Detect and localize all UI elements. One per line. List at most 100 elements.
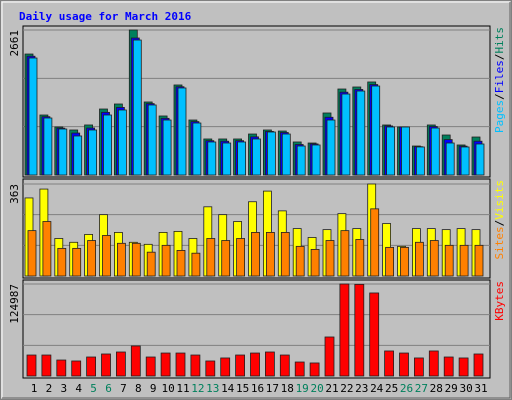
- bar: [26, 354, 37, 377]
- bar: [160, 352, 171, 377]
- bar: [354, 283, 365, 377]
- legend-entry: Visits: [493, 180, 506, 220]
- bar: [280, 232, 290, 277]
- bar: [459, 244, 469, 277]
- x-tick-label: 5: [90, 382, 97, 395]
- bar: [430, 127, 440, 176]
- x-tick-label: 15: [236, 382, 249, 395]
- x-tick-label: 11: [176, 382, 189, 395]
- x-tick-label: 10: [161, 382, 174, 395]
- bar: [222, 142, 232, 176]
- bar: [443, 356, 454, 377]
- bar: [401, 126, 410, 176]
- bar: [191, 252, 201, 277]
- x-tick-label: 29: [445, 382, 458, 395]
- bar: [341, 93, 351, 176]
- bar: [386, 126, 396, 176]
- x-tick-label: 6: [105, 382, 112, 395]
- y-tick-label: 363: [8, 184, 21, 204]
- bar: [415, 146, 425, 176]
- bar: [43, 117, 53, 176]
- x-tick-label: 13: [206, 382, 219, 395]
- bar: [118, 109, 127, 176]
- bar: [206, 238, 216, 277]
- bar: [42, 221, 52, 277]
- bar: [103, 114, 112, 176]
- y-tick-label: 124987: [8, 284, 21, 324]
- bar: [207, 141, 217, 176]
- bar: [146, 251, 156, 277]
- bar: [444, 244, 454, 277]
- x-tick-label: 30: [459, 382, 472, 395]
- bar: [355, 239, 365, 277]
- bar: [132, 39, 142, 176]
- x-tick-label: 27: [415, 382, 428, 395]
- bar: [88, 129, 97, 176]
- bar: [326, 119, 336, 176]
- x-tick-label: 16: [251, 382, 264, 395]
- x-tick-label: 31: [474, 382, 487, 395]
- bar: [221, 240, 231, 277]
- bar: [236, 238, 246, 277]
- bar: [413, 357, 424, 377]
- bar: [384, 350, 395, 377]
- legend: KBytes: [493, 281, 506, 321]
- bar: [324, 336, 335, 377]
- bar: [117, 242, 126, 277]
- legend-entry: Files: [493, 60, 506, 93]
- bar: [474, 244, 484, 277]
- bar: [385, 246, 395, 277]
- bar: [428, 350, 439, 377]
- bar: [102, 235, 111, 277]
- bar: [57, 247, 67, 277]
- bar: [250, 352, 260, 377]
- bar: [414, 241, 424, 277]
- bar: [86, 356, 96, 377]
- bar: [87, 240, 96, 277]
- bar: [458, 357, 469, 377]
- x-tick-label: 21: [325, 382, 338, 395]
- x-tick-label: 1: [31, 382, 38, 395]
- bar: [356, 90, 366, 176]
- bar: [131, 242, 141, 277]
- bar: [175, 352, 186, 377]
- bar: [72, 247, 82, 277]
- bar: [296, 145, 306, 176]
- bar: [73, 135, 83, 176]
- legend-entry: KBytes: [493, 281, 506, 321]
- bar: [101, 353, 111, 377]
- bar: [370, 208, 380, 277]
- x-tick-label: 23: [355, 382, 368, 395]
- legend-entry: Hits: [493, 27, 506, 54]
- bar: [460, 146, 470, 176]
- legend-separator: /: [493, 220, 506, 227]
- bar: [399, 352, 409, 377]
- y-tick-label: 2661: [8, 30, 21, 57]
- bar: [205, 360, 216, 377]
- bar: [147, 104, 157, 176]
- bar: [295, 245, 305, 277]
- bar: [28, 57, 38, 176]
- x-tick-label: 25: [385, 382, 398, 395]
- bar: [252, 138, 261, 176]
- bar: [71, 360, 82, 377]
- bar: [475, 143, 485, 176]
- bar: [56, 359, 67, 377]
- bar: [294, 361, 305, 377]
- x-tick-label: 17: [266, 382, 279, 395]
- bar: [281, 133, 291, 176]
- legend-separator: /: [493, 93, 506, 100]
- bar: [176, 250, 186, 277]
- x-tick-label: 2: [46, 382, 53, 395]
- legend-separator: /: [493, 54, 506, 61]
- bar: [162, 119, 172, 176]
- bar: [266, 131, 276, 176]
- x-tick-label: 28: [430, 382, 443, 395]
- x-tick-label: 19: [296, 382, 309, 395]
- bar: [41, 354, 52, 377]
- bar: [473, 353, 484, 377]
- x-tick-label: 26: [400, 382, 413, 395]
